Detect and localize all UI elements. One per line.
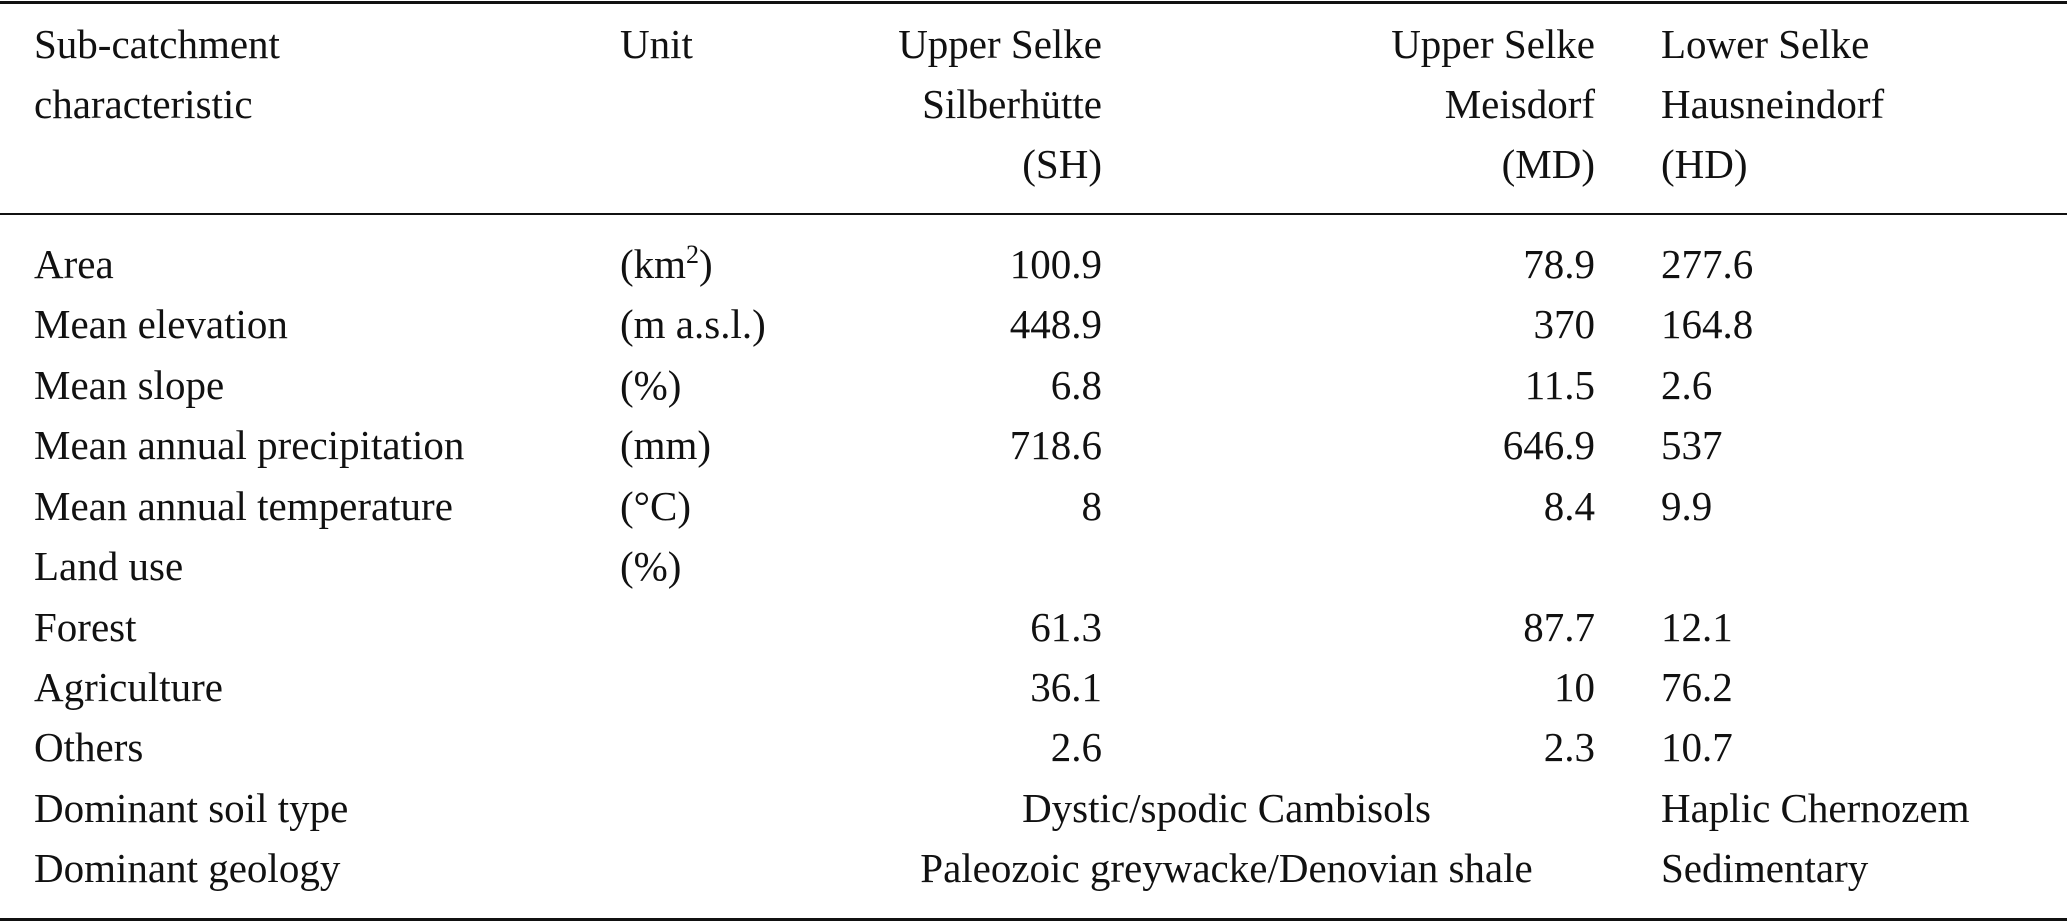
row-value-hd: 277.6 (1661, 241, 1754, 287)
row-unit: (mm) (620, 422, 712, 468)
row-value-hd: Haplic Chernozem (1661, 785, 1970, 831)
row-unit: (%) (620, 543, 682, 589)
row-value-sh: 448.9 (1009, 301, 1102, 347)
row-value-sh: 8 (1081, 483, 1103, 529)
row-name: Others (34, 724, 144, 770)
row-value-sh-md: Dystic/spodic Cambisols (1022, 785, 1431, 831)
row-name: Dominant soil type (34, 785, 349, 831)
row-name: Mean elevation (34, 301, 288, 347)
header-characteristic-line-2: characteristic (34, 81, 253, 127)
row-value-md: 8.4 (1543, 483, 1595, 529)
row-value-md: 370 (1533, 301, 1596, 347)
row-name: Dominant geology (34, 845, 341, 891)
table-header-rule (0, 213, 2067, 215)
row-name: Agriculture (34, 664, 223, 710)
row-value-hd: 164.8 (1661, 301, 1754, 347)
row-value-hd: Sedimentary (1661, 845, 1869, 891)
row-value-sh: 2.6 (1050, 724, 1102, 770)
row-value-sh: 100.9 (1009, 241, 1102, 287)
row-unit: (km2) (620, 240, 713, 287)
row-value-md: 2.3 (1543, 724, 1595, 770)
table-bottom-rule (0, 918, 2067, 921)
row-value-sh: 6.8 (1050, 362, 1102, 408)
header-unit: Unit (620, 21, 693, 67)
row-name: Area (34, 241, 114, 287)
row-value-hd: 12.1 (1661, 604, 1733, 650)
row-name: Mean annual temperature (34, 483, 453, 529)
header-md-line-2: Meisdorf (1444, 81, 1595, 127)
header-sh-line-1: Upper Selke (898, 21, 1102, 67)
row-value-md: 78.9 (1523, 241, 1595, 287)
row-value-hd: 2.6 (1661, 362, 1713, 408)
row-value-md: 646.9 (1502, 422, 1595, 468)
row-name: Mean annual precipitation (34, 422, 465, 468)
row-name: Land use (34, 543, 184, 589)
row-value-hd: 76.2 (1661, 664, 1733, 710)
row-value-md: 87.7 (1523, 604, 1595, 650)
row-unit: (%) (620, 362, 682, 408)
row-name: Mean slope (34, 362, 225, 408)
row-value-md: 11.5 (1524, 362, 1595, 408)
row-value-sh: 718.6 (1009, 422, 1102, 468)
row-value-sh-md: Paleozoic greywacke/Denovian shale (920, 845, 1533, 891)
header-sh-line-3: (SH) (1022, 141, 1102, 187)
row-unit: (°C) (620, 483, 692, 529)
header-sh-line-2: Silberhütte (922, 81, 1102, 127)
row-value-md: 10 (1554, 664, 1595, 710)
row-name: Forest (34, 604, 137, 650)
header-hd-line-1: Lower Selke (1661, 21, 1870, 67)
header-md-line-1: Upper Selke (1391, 21, 1595, 67)
row-value-sh: 61.3 (1030, 604, 1102, 650)
row-value-hd: 537 (1661, 422, 1723, 468)
table-top-rule (0, 1, 2067, 4)
header-hd-line-2: Hausneindorf (1661, 81, 1885, 127)
row-value-hd: 10.7 (1661, 724, 1733, 770)
header-md-line-3: (MD) (1501, 141, 1595, 187)
header-hd-line-3: (HD) (1661, 141, 1748, 187)
row-value-hd: 9.9 (1661, 483, 1713, 529)
header-characteristic-line-1: Sub-catchment (34, 21, 280, 67)
row-value-sh: 36.1 (1030, 664, 1102, 710)
row-unit: (m a.s.l.) (620, 301, 766, 347)
